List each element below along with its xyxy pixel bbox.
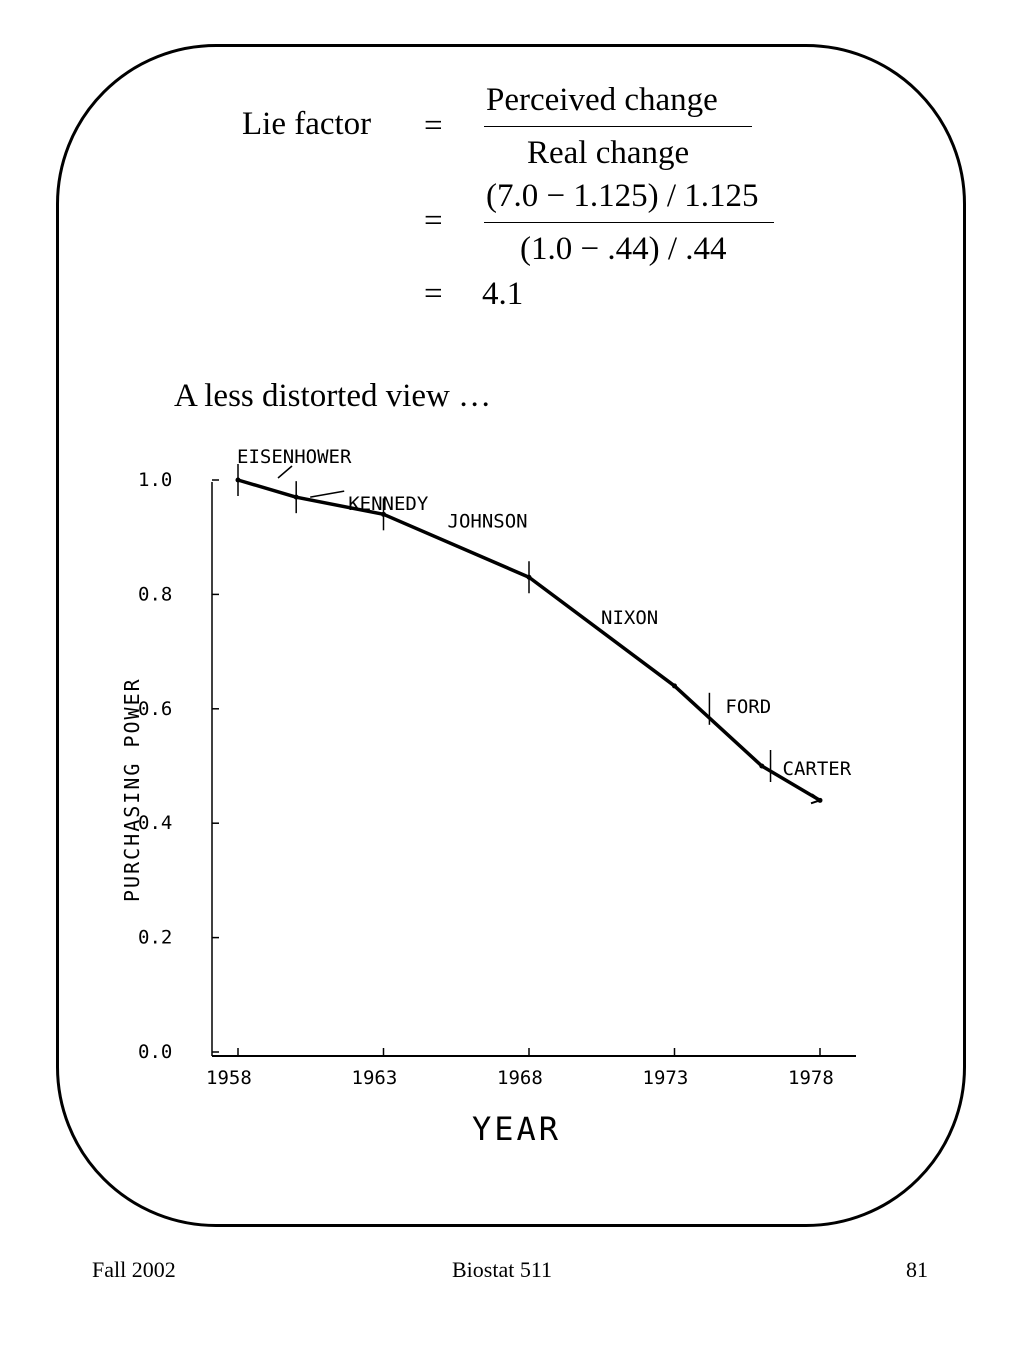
slide-frame bbox=[56, 44, 966, 1227]
kennedy-pointer bbox=[310, 490, 345, 498]
y-tick-label: 1.0 bbox=[138, 469, 172, 491]
lie-factor-label: Lie factor bbox=[242, 106, 372, 142]
axes bbox=[211, 479, 856, 1057]
x-tick-label: 1968 bbox=[497, 1067, 543, 1089]
x-tick-label: 1963 bbox=[352, 1067, 398, 1089]
x-axis-title: YEAR bbox=[472, 1110, 561, 1140]
y-tick-label: 0.6 bbox=[138, 698, 172, 720]
fraction-2-bar bbox=[484, 222, 774, 223]
chart-labels: 0.0 0.2 0.4 0.6 0.8 1.0 1958 1963 1968 1973 1978 YE… bbox=[120, 446, 852, 1140]
fraction-1-numerator: Perceived change bbox=[486, 82, 718, 118]
y-tick-label: 0.0 bbox=[138, 1041, 172, 1063]
x-tick-label: 1973 bbox=[643, 1067, 689, 1089]
y-axis-title: PURCHASING POWER bbox=[120, 677, 144, 902]
footer-left: Fall 2002 bbox=[92, 1257, 176, 1282]
equals-sign-3: = bbox=[424, 276, 443, 312]
y-tick-label: 0.4 bbox=[138, 812, 172, 834]
caption: A less distorted view … bbox=[174, 378, 492, 414]
equals-sign-1: = bbox=[424, 108, 443, 144]
footer-right: 81 bbox=[906, 1257, 928, 1282]
fraction-1-bar bbox=[484, 126, 752, 127]
y-tick-label: 0.2 bbox=[138, 927, 172, 949]
eisenhower-pointer bbox=[277, 465, 293, 479]
term-label: EISENHOWER bbox=[237, 446, 352, 468]
series-line bbox=[237, 478, 821, 802]
term-label: JOHNSON bbox=[448, 510, 528, 532]
formula-result: 4.1 bbox=[482, 276, 524, 312]
term-label: NIXON bbox=[601, 607, 658, 629]
data-point bbox=[672, 683, 677, 689]
y-tick-label: 0.8 bbox=[138, 583, 172, 605]
fraction-1-denominator: Real change bbox=[527, 135, 690, 171]
line-arrowhead bbox=[810, 793, 823, 805]
equals-sign-2: = bbox=[424, 203, 443, 239]
footer-center: Biostat 511 bbox=[452, 1257, 553, 1282]
x-tick-label: 1978 bbox=[788, 1067, 834, 1089]
data-point bbox=[759, 763, 765, 769]
term-label: KENNEDY bbox=[348, 493, 429, 515]
term-label: CARTER bbox=[783, 758, 852, 780]
x-tick-label: 1958 bbox=[206, 1067, 252, 1089]
fraction-2-denominator: (1.0 − .44) / .44 bbox=[520, 231, 727, 267]
chart-marks bbox=[235, 464, 823, 805]
term-label: FORD bbox=[725, 696, 771, 718]
purchasing-power-chart: 0.0 0.2 0.4 0.6 0.8 1.0 1958 1963 1968 1973 1978 YE… bbox=[120, 446, 856, 1140]
fraction-2-numerator: (7.0 − 1.125) / 1.125 bbox=[486, 178, 759, 214]
